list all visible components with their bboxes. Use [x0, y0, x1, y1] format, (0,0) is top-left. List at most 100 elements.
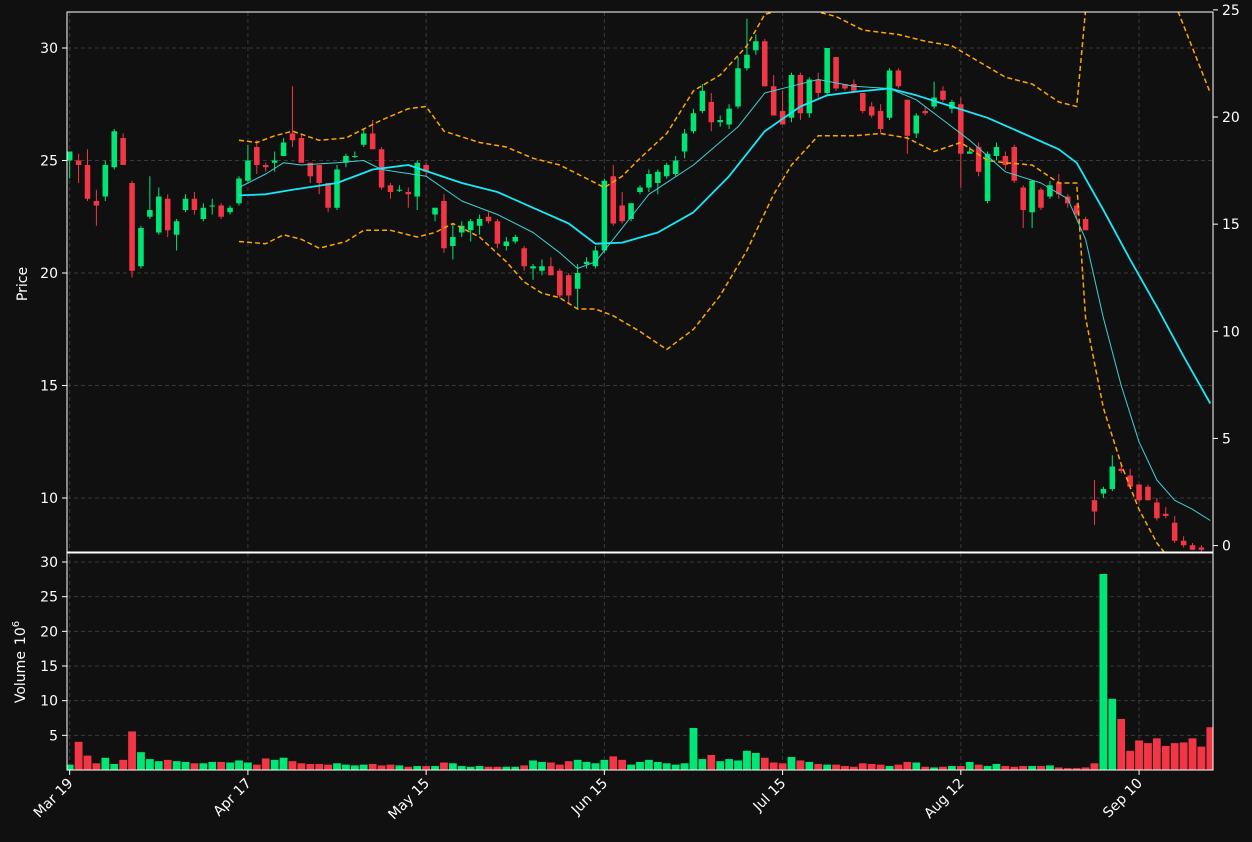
volume-bar [706, 754, 716, 770]
candle [1163, 507, 1169, 519]
candle-body [744, 54, 750, 69]
volume-bar [127, 730, 137, 770]
candle-body [610, 176, 617, 224]
candle-body [209, 205, 216, 207]
volume-bar [502, 766, 511, 770]
candle-body [459, 225, 465, 233]
volume-bar [573, 759, 582, 770]
price-candles [67, 18, 1205, 552]
candle [753, 34, 759, 55]
volume-bar [546, 762, 556, 770]
volume-bar [831, 764, 841, 770]
candle [360, 129, 367, 147]
candle [1189, 543, 1196, 550]
candle-body [405, 192, 412, 195]
candle-body [182, 198, 189, 210]
candle [940, 86, 946, 102]
volume-bar [332, 762, 342, 770]
candle [84, 149, 91, 201]
candle [441, 194, 447, 253]
candle [539, 259, 545, 276]
price-axis-label: Price [15, 267, 31, 301]
candle-body [423, 165, 429, 172]
candle-body [966, 151, 973, 154]
volume-gridlines [67, 553, 1213, 770]
candle-body [726, 108, 732, 125]
candle [467, 219, 474, 242]
volume-bar [849, 766, 859, 770]
candle-body [1038, 189, 1044, 208]
volume-bar [733, 760, 743, 770]
candle-body [842, 84, 848, 89]
candle [387, 183, 394, 199]
candle [503, 237, 510, 251]
candle [164, 194, 171, 237]
candle-body [227, 207, 233, 213]
candle [405, 187, 412, 208]
candle [262, 162, 269, 172]
candle [298, 133, 305, 163]
volume-bar [582, 761, 591, 770]
candle-body [1145, 486, 1151, 501]
volume-bar [190, 762, 199, 770]
volume-bar [1045, 764, 1055, 770]
candle-body [343, 156, 349, 163]
volume-bar [911, 762, 921, 770]
volume-bar [840, 765, 850, 770]
candle [1100, 486, 1107, 498]
candle-body [369, 133, 376, 150]
candle-body [1118, 468, 1124, 471]
volume-bar [947, 765, 957, 770]
volume-bar [314, 763, 324, 770]
candle-body [485, 216, 492, 222]
volume-bar [421, 765, 431, 770]
candle-body [699, 90, 706, 111]
candle [815, 72, 821, 100]
volume-bar [493, 766, 502, 770]
volume-bar [199, 762, 208, 770]
volume-bar [555, 764, 565, 770]
candle [806, 77, 813, 118]
candle-body [503, 241, 510, 246]
volume-bar [395, 764, 404, 770]
volume-bar [903, 761, 912, 770]
volume-bar [1161, 745, 1171, 770]
price-y-tick-label: 20 [40, 266, 58, 282]
candle [459, 221, 465, 237]
candle-body [396, 189, 403, 191]
candle [958, 97, 964, 188]
volume-axis-label-base: 10 [13, 627, 29, 645]
volume-bar [760, 757, 770, 770]
candle [120, 133, 126, 165]
candle [325, 183, 331, 213]
volume-axis-label-exponent: 6 [11, 621, 22, 627]
volume-bar [635, 761, 645, 770]
volume-y-tick-label: 10 [40, 694, 58, 710]
candle [770, 75, 777, 116]
candle-body [512, 237, 519, 242]
volume-bar [1090, 762, 1099, 770]
candle-body [467, 221, 474, 231]
candle-body [993, 147, 1000, 156]
candle-body [557, 270, 563, 296]
price-y-tick-label: 30 [40, 41, 58, 57]
volume-bar [243, 762, 253, 770]
candle [289, 86, 296, 147]
volume-bar [876, 764, 885, 770]
volume-bar [74, 741, 83, 770]
candle [280, 138, 287, 156]
candle-body [681, 133, 688, 152]
candle-body [663, 165, 670, 177]
candle [75, 153, 82, 183]
volume-bar [858, 762, 868, 770]
candle [93, 189, 100, 226]
candle-body [1091, 500, 1098, 512]
volume-bar [1179, 742, 1188, 770]
candle [1047, 180, 1053, 199]
volume-bar [1170, 742, 1179, 770]
volume-bar [600, 759, 609, 770]
volume-bar [742, 750, 752, 770]
volume-bar [359, 764, 369, 770]
volume-bar [751, 752, 761, 770]
